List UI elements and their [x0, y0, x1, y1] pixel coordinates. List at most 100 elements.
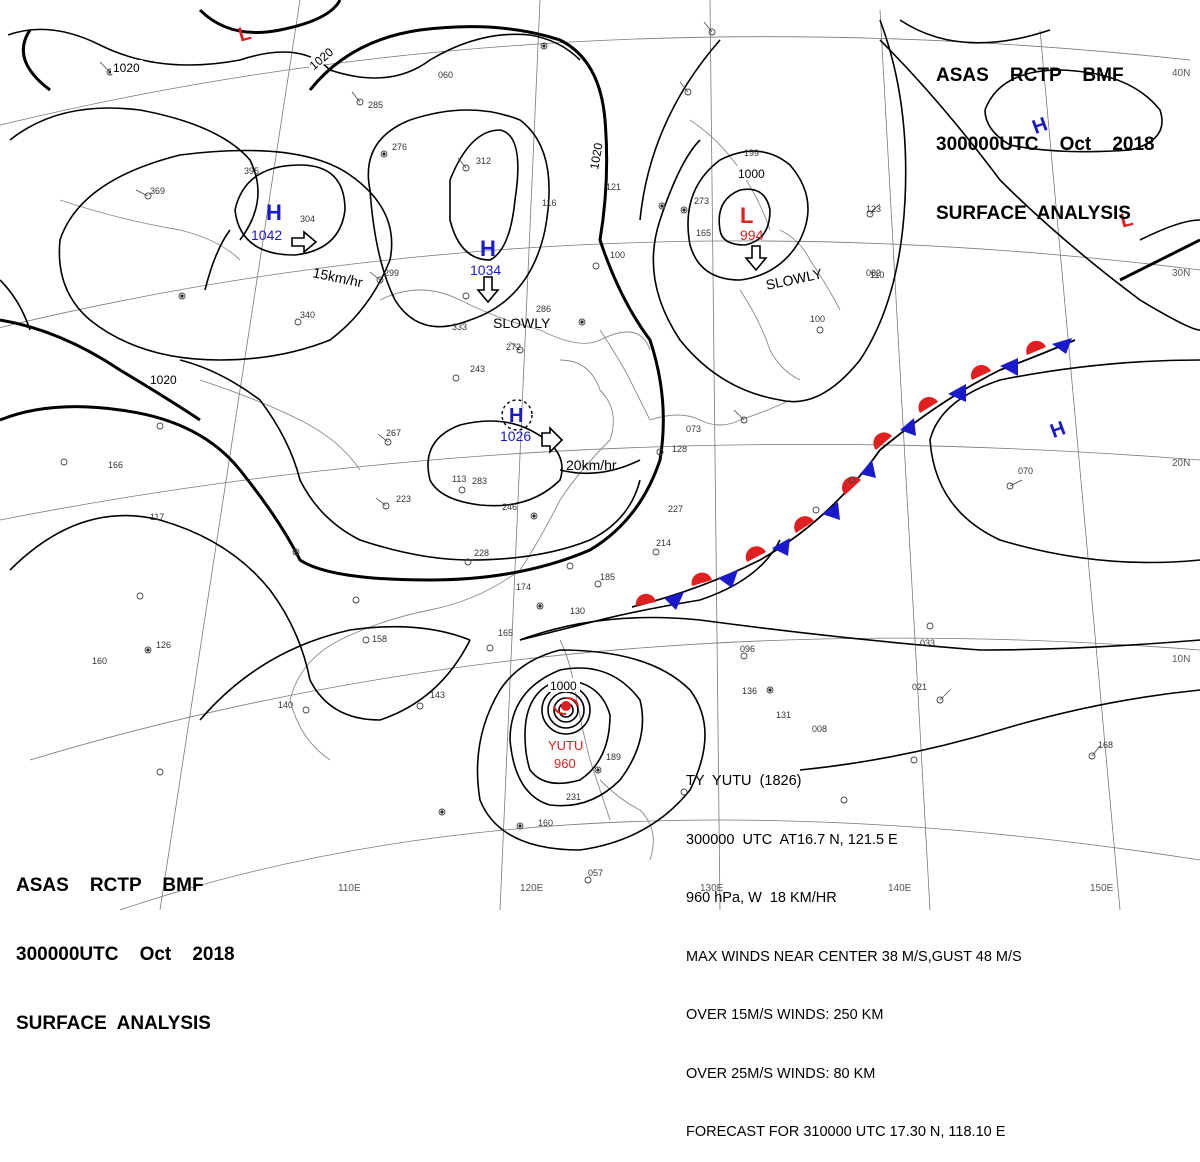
- station-pressure-label: 304: [300, 214, 315, 224]
- high-center-ne-letter: H: [1029, 113, 1050, 139]
- station-pressure-label: 126: [156, 640, 171, 650]
- station-pressure-label: 228: [474, 548, 489, 558]
- header-top-right-line1: ASAS RCTP BMF: [936, 65, 1124, 86]
- latitude-labels: 40N 30N 20N 10N: [1172, 68, 1190, 665]
- station-pressure-label: 100: [810, 314, 825, 324]
- station-plots: 285 276 312 304 395 369 299 340 333 286 272 243 267 2…: [60, 21, 1113, 884]
- station-pressure-label: 110: [870, 270, 884, 280]
- header-bottom-left-line1: ASAS RCTP BMF: [16, 875, 204, 896]
- low-center-994-value: 994: [740, 227, 764, 243]
- typhoon-bulletin: TY YUTU (1826) 300000 UTC AT16.7 N, 121.…: [686, 733, 1022, 1162]
- isobar-label-1000-b: 1000: [550, 679, 577, 693]
- high-center-1034-value: 1034: [470, 262, 501, 278]
- weak-high-circle: [501, 399, 533, 431]
- station-pressure-label: 096: [740, 644, 755, 654]
- station-pressure-label: 272: [506, 342, 521, 352]
- station-pressure-label: 123: [866, 204, 881, 214]
- station-pressure-label: 060: [438, 70, 453, 80]
- station-pressure-label: 243: [470, 364, 485, 374]
- typhoon-pressure-label: 960: [554, 756, 576, 771]
- typhoon-labels: YUTU 960: [548, 738, 583, 771]
- high-center-1042-value: 1042: [251, 227, 282, 243]
- graticule: [0, 0, 1200, 911]
- header-top-right-line2: 300000UTC Oct 2018: [936, 134, 1155, 155]
- typhoon-bulletin-line: TY YUTU (1826): [686, 773, 802, 789]
- station-pressure-label: 333: [452, 322, 467, 332]
- station-pressure-label: 199: [744, 148, 759, 158]
- isobar-label-1020-d: 1020: [587, 141, 605, 170]
- isobar-labels: 1020 1020 1020 1020 1000 1000: [111, 41, 768, 693]
- typhoon-bulletin-line: 300000 UTC AT16.7 N, 121.5 E: [686, 831, 898, 848]
- lon-label-120e: 120E: [520, 883, 544, 894]
- isobar-label-1020-a: 1020: [113, 61, 140, 75]
- longitude-labels: 110E 120E 130E 140E 150E: [338, 883, 1114, 894]
- high-center-1042-letter: H: [266, 200, 282, 225]
- station-pressure-label: 136: [742, 686, 757, 696]
- lon-label-110e: 110E: [338, 883, 361, 894]
- station-pressure-label: 276: [392, 142, 407, 152]
- station-pressure-label: 070: [1018, 466, 1033, 476]
- station-pressure-label: 117: [150, 512, 164, 522]
- station-pressure-label: 369: [150, 186, 165, 196]
- station-pressure-label: 340: [300, 310, 315, 320]
- weather-map: 285 276 312 304 395 369 299 340 333 286 272 243 267 2…: [0, 0, 1200, 911]
- low-center-nw-letter: L: [236, 22, 253, 46]
- isobars-bold: [0, 0, 1200, 582]
- station-pressure-label: 273: [694, 196, 709, 206]
- high-center-se-letter: H: [1047, 417, 1068, 443]
- station-pressure-label: 189: [606, 752, 621, 762]
- typhoon-bulletin-line: OVER 15M/S WINDS: 250 KM: [686, 1007, 884, 1023]
- lon-label-150e: 150E: [1090, 883, 1114, 894]
- header-top-right: ASAS RCTP BMF 300000UTC Oct 2018 SURFACE…: [936, 18, 1155, 248]
- station-pressure-label: 283: [472, 476, 487, 486]
- low-center-994-letter: L: [740, 203, 753, 228]
- typhoon-bulletin-line: 960 hPa, W 18 KM/HR: [686, 890, 837, 906]
- stationary-front: [631, 338, 1076, 610]
- station-pressure-label: 227: [668, 504, 683, 514]
- station-pressure-label: 130: [570, 606, 585, 616]
- station-pressure-label: 166: [108, 460, 123, 470]
- station-pressure-label: 113: [452, 474, 466, 484]
- high-center-1034-letter: H: [480, 236, 496, 261]
- typhoon-bulletin-line: FORECAST FOR 310000 UTC 17.30 N, 118.10 …: [686, 1124, 1006, 1140]
- station-pressure-label: 285: [368, 100, 383, 110]
- high-center-1026-value: 1026: [500, 428, 531, 444]
- station-pressure-label: 165: [696, 228, 711, 238]
- header-bottom-left-line2: 300000UTC Oct 2018: [16, 944, 235, 965]
- lat-label-20n: 20N: [1172, 458, 1190, 469]
- typhoon-symbol: [553, 697, 579, 715]
- isobars: [0, 19, 1200, 851]
- station-pressure-label: 231: [566, 792, 581, 802]
- station-pressure-label: 158: [372, 634, 387, 644]
- lat-label-40n: 40N: [1172, 68, 1190, 79]
- station-pressure-label: 057: [588, 868, 603, 878]
- station-pressure-label: 021: [912, 682, 927, 692]
- station-pressure-label: 267: [386, 428, 401, 438]
- header-top-right-line3: SURFACE ANALYSIS: [936, 203, 1131, 224]
- header-bottom-left: ASAS RCTP BMF 300000UTC Oct 2018 SURFACE…: [16, 828, 235, 1058]
- station-pressure-label: 299: [384, 268, 399, 278]
- station-pressure-label: 185: [600, 572, 615, 582]
- typhoon-bulletin-line: OVER 25M/S WINDS: 80 KM: [686, 1065, 876, 1082]
- lon-label-130e: 130E: [700, 883, 724, 894]
- station-pressure-label: 165: [498, 628, 513, 638]
- station-pressure-label: 116: [542, 198, 556, 208]
- station-pressure-label: 246: [502, 502, 517, 512]
- station-pressure-label: 214: [656, 538, 671, 548]
- station-pressure-label: 160: [538, 818, 553, 828]
- station-pressure-label: 160: [92, 656, 107, 666]
- station-pressure-label: 008: [812, 724, 827, 734]
- station-pressure-label: 073: [686, 424, 701, 434]
- station-pressure-label: 082: [866, 268, 881, 278]
- header-bottom-left-line3: SURFACE ANALYSIS: [16, 1013, 211, 1034]
- pressure-centers: H 1042 H 1034 H 1026 L 994 L L H H: [236, 22, 1135, 444]
- station-pressure-label: 395: [244, 166, 259, 176]
- station-pressure-label: 128: [672, 444, 687, 454]
- lon-label-140e: 140E: [888, 883, 912, 894]
- lat-label-30n: 30N: [1172, 268, 1190, 279]
- station-pressure-label: 143: [430, 690, 445, 700]
- station-pressure-label: 174: [516, 582, 531, 592]
- typhoon-name-label: YUTU: [548, 738, 583, 753]
- high-center-1026-letter: H: [509, 405, 523, 427]
- typhoon-bulletin-line: MAX WINDS NEAR CENTER 38 M/S,GUST 48 M/S: [686, 948, 1022, 965]
